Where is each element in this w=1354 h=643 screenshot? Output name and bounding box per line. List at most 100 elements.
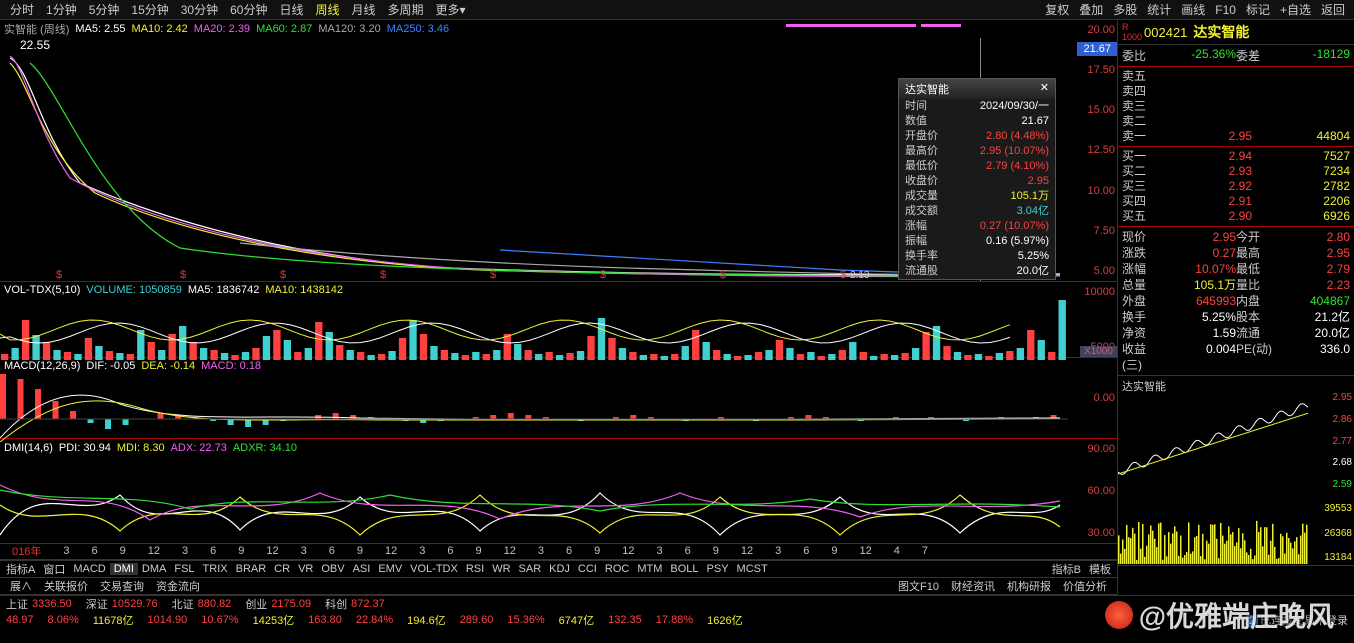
top-toolbar: 分时1分钟5分钟15分钟30分钟60分钟日线周线月线多周期更多▾ 复权叠加多股统计… [0, 0, 1354, 20]
indicator-DMI[interactable]: DMI [110, 563, 138, 575]
macd-legend-item: MACD(12,26,9) [4, 360, 80, 372]
quote-value: 2.80 [1276, 229, 1350, 245]
indicator-DMA[interactable]: DMA [138, 563, 170, 575]
dmi-legend-item: PDI: 30.94 [59, 442, 111, 454]
bottom-tab-关联报价[interactable]: 关联报价 [38, 578, 94, 594]
tooltip-label: 时间 [905, 99, 927, 114]
indicator-EMV[interactable]: EMV [374, 563, 406, 575]
macd-panel[interactable]: MACD(12,26,9)DIF: -0.05DEA: -0.14MACD: 0… [0, 358, 1117, 440]
quote-value: 2.95 [1276, 245, 1350, 261]
bottom-tab-价值分析[interactable]: 价值分析 [1057, 578, 1113, 594]
toolbtn-多股[interactable]: 多股 [1108, 1, 1142, 18]
stock-code[interactable]: 002421 [1144, 25, 1187, 40]
indicator-WR[interactable]: WR [488, 563, 514, 575]
timeframe-分时[interactable]: 分时 [4, 1, 40, 18]
toolbtn-返回[interactable]: 返回 [1316, 1, 1350, 18]
indicator-TRIX[interactable]: TRIX [199, 563, 232, 575]
order-row[interactable]: 卖五 [1118, 69, 1354, 84]
index-value: 880.82 [198, 598, 232, 610]
indicator-CCI[interactable]: CCI [574, 563, 601, 575]
mini-chart[interactable]: 达实智能 2.952.862.772.682.59 39553263681318… [1118, 376, 1354, 566]
indicator-PSY[interactable]: PSY [703, 563, 733, 575]
indicator-BRAR[interactable]: BRAR [232, 563, 271, 575]
toolbtn-F10[interactable]: F10 [1210, 3, 1241, 17]
macd-legend-item: DEA: -0.14 [141, 360, 195, 372]
vol-legend-item: MA10: 1438142 [265, 284, 343, 296]
tab-模板[interactable]: 模板 [1085, 561, 1115, 577]
dmi-panel[interactable]: DMI(14,6)PDI: 30.94MDI: 8.30ADX: 22.73AD… [0, 439, 1117, 543]
quote-value: 404867 [1276, 293, 1350, 309]
ma-label: MA250: 3.46 [387, 23, 449, 35]
volume-panel[interactable]: VOL-TDX(5,10)VOLUME: 1050859MA5: 1836742… [0, 282, 1117, 358]
tooltip-value: 0.16 (5.97%) [986, 234, 1049, 249]
bottom-tab-图文F10[interactable]: 图文F10 [892, 578, 945, 594]
indicator-MACD[interactable]: MACD [69, 563, 109, 575]
timeframe-日线[interactable]: 日线 [273, 1, 309, 18]
tooltip-close-icon[interactable]: ✕ [1040, 81, 1049, 97]
order-row[interactable]: 买五2.906926 [1118, 209, 1354, 224]
order-row[interactable]: 卖四 [1118, 84, 1354, 99]
bottom-tab-展∧[interactable]: 展∧ [4, 578, 38, 594]
indicator-VOL-TDX[interactable]: VOL-TDX [406, 563, 462, 575]
timeframe-1分钟[interactable]: 1分钟 [40, 1, 83, 18]
toolbtn-标记[interactable]: 标记 [1241, 1, 1275, 18]
indicator-CR[interactable]: CR [270, 563, 294, 575]
toolbtn-统计[interactable]: 统计 [1142, 1, 1176, 18]
order-volume: 6926 [1252, 209, 1350, 224]
toolbtn-叠加[interactable]: 叠加 [1074, 1, 1108, 18]
price-panel[interactable]: 实智能 (周线)MA5: 2.55MA10: 2.42MA20: 2.39MA6… [0, 20, 1117, 282]
bids-table: 买一2.947527买二2.937234买三2.922782买四2.912206… [1118, 147, 1354, 227]
order-row[interactable]: 买二2.937234 [1118, 164, 1354, 179]
tooltip-value: 105.1万 [1010, 189, 1049, 204]
indicator-ASI[interactable]: ASI [349, 563, 375, 575]
order-volume: 2782 [1252, 179, 1350, 194]
bottom-tab-财经资讯[interactable]: 财经资讯 [945, 578, 1001, 594]
dmi-legend-item: MDI: 8.30 [117, 442, 165, 454]
order-row[interactable]: 卖二 [1118, 114, 1354, 129]
indicator-FSL[interactable]: FSL [170, 563, 198, 575]
order-row[interactable]: 卖一2.9544804 [1118, 129, 1354, 144]
indicator-VR[interactable]: VR [294, 563, 317, 575]
quote-label: 收益(三) [1122, 341, 1162, 373]
timeframe-多周期[interactable]: 多周期 [382, 1, 430, 18]
timeframe-更多[interactable]: 更多▾ [430, 1, 472, 18]
order-row[interactable]: 卖三 [1118, 99, 1354, 114]
indicator-SAR[interactable]: SAR [515, 563, 546, 575]
index-detail: 163.80 [308, 614, 342, 626]
timeframe-60分钟[interactable]: 60分钟 [224, 1, 273, 18]
timeframe-15分钟[interactable]: 15分钟 [125, 1, 174, 18]
order-row[interactable]: 买三2.922782 [1118, 179, 1354, 194]
indicator-KDJ[interactable]: KDJ [545, 563, 574, 575]
indicator-MCST[interactable]: MCST [733, 563, 772, 575]
watermark: @优雅端庄晚风 [1105, 595, 1334, 635]
tooltip-label: 成交量 [905, 189, 938, 204]
indicator-tabs: 指标A窗口MACDDMIDMAFSLTRIXBRARCRVROBVASIEMVV… [0, 560, 1117, 578]
bottom-tab-资金流向[interactable]: 资金流向 [150, 578, 206, 594]
toolbtn-+自选[interactable]: +自选 [1275, 1, 1316, 18]
crosshair-price-tag: 21.67 [1077, 42, 1117, 56]
order-row[interactable]: 买四2.912206 [1118, 194, 1354, 209]
indicator-RSI[interactable]: RSI [462, 563, 488, 575]
order-row[interactable]: 买一2.947527 [1118, 149, 1354, 164]
ma-label: MA60: 2.87 [256, 23, 312, 35]
toolbtn-画线[interactable]: 画线 [1176, 1, 1210, 18]
timeframe-5分钟[interactable]: 5分钟 [83, 1, 126, 18]
tooltip-value: 2.95 [1028, 174, 1049, 189]
indicator-BOLL[interactable]: BOLL [666, 563, 702, 575]
bottom-tab-交易查询[interactable]: 交易查询 [94, 578, 150, 594]
tab-窗口[interactable]: 窗口 [39, 561, 69, 577]
bottom-tab-机构研报[interactable]: 机构研报 [1001, 578, 1057, 594]
indicator-OBV[interactable]: OBV [317, 563, 348, 575]
timeframe-30分钟[interactable]: 30分钟 [175, 1, 224, 18]
timeframe-周线[interactable]: 周线 [309, 1, 345, 18]
timeframe-月线[interactable]: 月线 [346, 1, 382, 18]
order-price: 2.91 [1162, 194, 1252, 209]
toolbtn-复权[interactable]: 复权 [1040, 1, 1074, 18]
tab-指标A[interactable]: 指标A [2, 561, 39, 577]
macd-ytick: 0.00 [1069, 392, 1115, 404]
indicator-MTM[interactable]: MTM [633, 563, 666, 575]
tab-指标B[interactable]: 指标B [1048, 561, 1085, 577]
indicator-ROC[interactable]: ROC [601, 563, 633, 575]
stock-name[interactable]: 达实智能 [1193, 22, 1249, 42]
index-label: 科创 [325, 596, 347, 612]
